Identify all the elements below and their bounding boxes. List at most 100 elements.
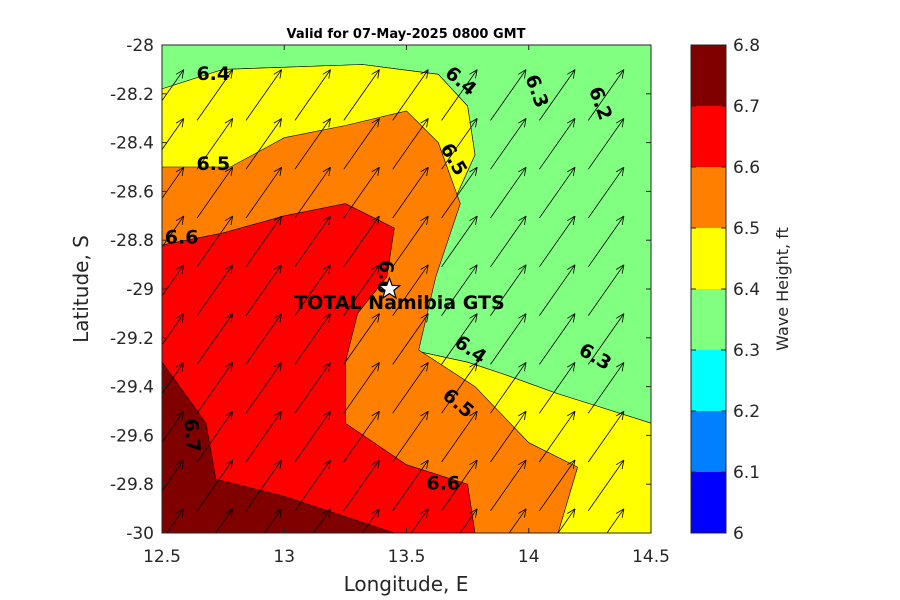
wave-arrow	[587, 264, 625, 316]
wave-arrow	[245, 264, 282, 316]
wave-arrow	[343, 362, 380, 414]
wave-arrow	[162, 118, 185, 151]
wave-arrow	[490, 459, 527, 512]
wave-arrow	[490, 264, 527, 316]
wave-arrow	[539, 362, 576, 414]
colorbar-tick-label: 6.7	[733, 97, 760, 117]
colorbar-swatch	[691, 289, 726, 350]
colorbar-tick-label: 6.2	[733, 402, 760, 422]
colorbar-swatch	[691, 228, 726, 289]
wave-arrow	[587, 118, 625, 170]
wave-arrow	[459, 508, 478, 533]
wave-arrow	[587, 313, 625, 365]
wave-arrow	[166, 508, 185, 533]
wave-arrow	[245, 118, 282, 170]
y-tick-label: -28.2	[110, 85, 154, 105]
y-tick-label: -29.6	[110, 426, 154, 446]
wave-arrow	[343, 166, 380, 219]
wave-direction-arrows	[162, 69, 625, 533]
wave-arrow	[294, 215, 331, 268]
wave-arrow	[539, 313, 576, 365]
wave-arrow	[392, 362, 429, 414]
wave-arrow	[196, 459, 234, 512]
wave-arrow	[294, 459, 331, 512]
wave-arrow	[539, 410, 576, 463]
wave-arrow	[557, 508, 576, 533]
wave-arrow	[508, 508, 527, 533]
colorbar-swatch	[691, 350, 726, 411]
wave-arrow	[245, 313, 282, 365]
wave-arrow	[587, 459, 625, 512]
wave-arrow	[162, 410, 185, 444]
x-tick-label: 14.5	[632, 547, 670, 567]
wave-arrow	[294, 69, 331, 121]
wave-arrow	[162, 166, 185, 200]
wave-arrow	[539, 264, 576, 316]
colorbar: 6 6.1 6.2 6.3 6.4 6.5 6.6 6.7 6.8	[690, 36, 760, 544]
wave-arrow	[343, 69, 380, 121]
y-tick-label: -28	[126, 36, 154, 56]
wave-arrow	[294, 264, 331, 316]
site-layer: TOTAL Namibia GTS	[294, 276, 505, 314]
wave-arrow	[343, 118, 380, 170]
colorbar-swatch	[691, 167, 726, 228]
contour-fill-layer	[162, 45, 651, 533]
wave-arrow	[294, 118, 331, 170]
colorbar-tick-label: 6.1	[733, 463, 760, 483]
wave-arrow	[441, 410, 478, 463]
wave-arrow	[343, 410, 380, 463]
y-tick-label: -28.8	[110, 231, 154, 251]
wave-arrow	[392, 166, 429, 219]
wave-arrow	[294, 410, 331, 463]
wave-arrow	[245, 166, 282, 219]
wave-arrow	[313, 508, 331, 533]
x-tick-label: 13	[273, 547, 295, 567]
contour-band-6.7-6.8	[162, 361, 395, 533]
wave-arrow	[490, 215, 527, 268]
wave-arrow	[441, 215, 478, 268]
wave-arrow	[361, 508, 380, 533]
colorbar-label: Wave Height, ft	[773, 227, 792, 351]
wave-arrow	[490, 313, 527, 365]
x-tick-label: 14	[518, 547, 540, 567]
wave-arrow	[441, 313, 478, 365]
wave-arrow	[441, 459, 478, 512]
wave-arrow	[196, 313, 234, 365]
wave-arrow	[196, 410, 234, 463]
x-tick-label: 13.5	[388, 547, 426, 567]
wave-arrow	[539, 215, 576, 268]
colorbar-tick-label: 6.3	[733, 341, 760, 361]
wave-arrow	[196, 118, 234, 170]
wave-arrow	[196, 215, 234, 268]
contour-label: 6.7	[179, 418, 204, 453]
wave-arrow	[162, 362, 185, 395]
wave-arrow	[410, 508, 429, 533]
wave-arrow	[245, 362, 282, 414]
colorbar-swatch	[691, 106, 726, 167]
wave-arrow	[587, 215, 625, 268]
wave-arrow	[490, 69, 527, 121]
contour-label: 6.5	[196, 153, 230, 175]
y-tick-label: -29.8	[110, 475, 154, 495]
wave-arrow	[343, 459, 380, 512]
wave-arrow	[162, 215, 185, 248]
wave-arrow	[294, 362, 331, 414]
colorbar-swatch	[691, 411, 726, 472]
wave-arrow	[441, 166, 478, 219]
wave-arrow	[392, 118, 429, 170]
colorbar-tick-label: 6.8	[733, 36, 760, 56]
y-axis-ticks: -28 -28.2 -28.4 -28.6 -28.8 -29 -29.2 -29.4 -29.…	[110, 36, 651, 544]
wave-arrow	[587, 410, 625, 463]
wave-arrow	[392, 313, 429, 365]
wave-arrow	[392, 69, 429, 121]
wave-arrow	[539, 118, 576, 170]
wave-arrow	[490, 410, 527, 463]
wave-arrow	[343, 264, 380, 316]
wave-arrow	[587, 69, 625, 121]
x-axis-label: Longitude, E	[344, 572, 469, 596]
site-star-marker	[377, 276, 402, 300]
wave-arrow	[490, 118, 527, 170]
wave-arrow	[245, 215, 282, 268]
y-tick-label: -30	[126, 524, 154, 544]
